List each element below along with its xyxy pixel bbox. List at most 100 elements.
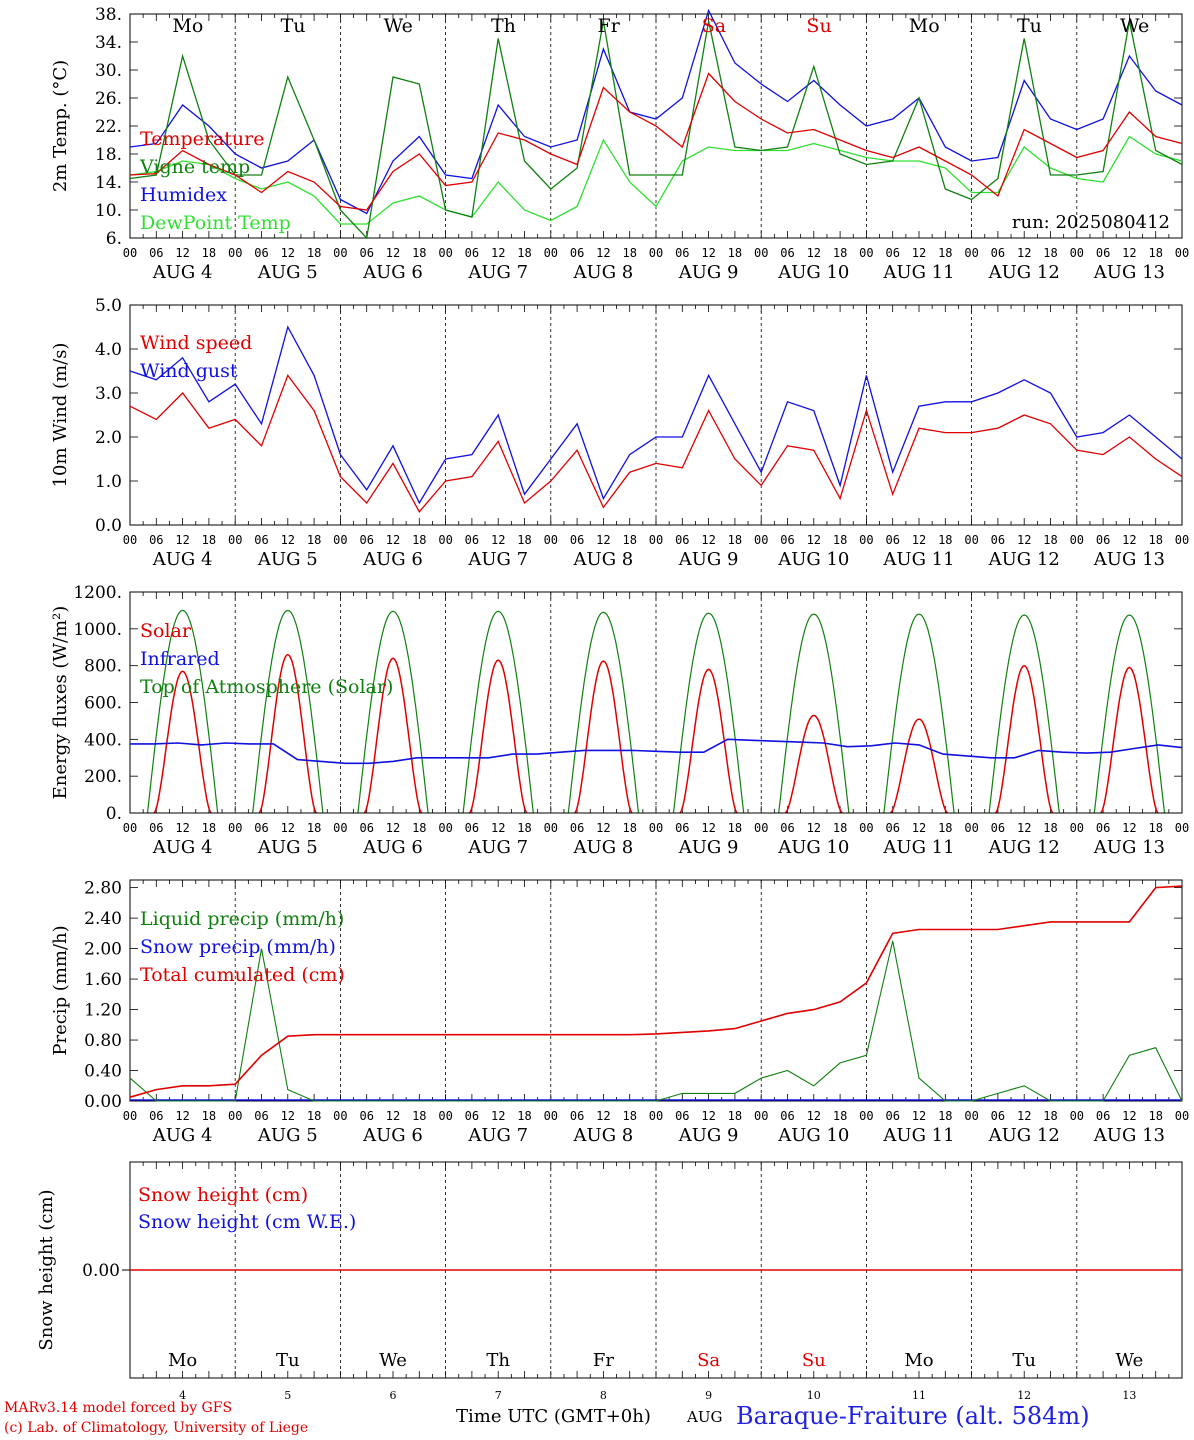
day-name-label: Fr: [593, 1350, 614, 1371]
date-label: AUG 7: [467, 262, 528, 283]
hour-tick-label: 06: [254, 246, 268, 260]
hour-tick-label: 18: [728, 533, 742, 547]
date-number-label: 11: [912, 1389, 926, 1402]
hour-tick-label: 12: [701, 246, 715, 260]
hour-tick-label: 00: [649, 1109, 663, 1123]
date-number-label: 13: [1122, 1389, 1136, 1402]
hour-tick-label: 18: [938, 246, 952, 260]
hour-tick-label: 12: [386, 1109, 400, 1123]
hour-tick-label: 12: [807, 821, 821, 835]
day-name-label: Tu: [1012, 1350, 1036, 1371]
day-name-label: Tu: [281, 15, 306, 37]
hour-tick-label: 00: [123, 246, 137, 260]
hour-tick-label: 00: [438, 246, 452, 260]
hour-tick-label: 06: [149, 1109, 163, 1123]
hour-tick-label: 12: [596, 533, 610, 547]
hour-tick-label: 00: [754, 1109, 768, 1123]
y-tick-label: 3.0: [95, 384, 122, 404]
hour-tick-label: 00: [1070, 821, 1084, 835]
date-label: AUG 12: [988, 549, 1060, 570]
day-name-label: Mo: [909, 15, 940, 37]
day-name-label: Tu: [276, 1350, 300, 1371]
hour-tick-label: 06: [359, 533, 373, 547]
series-infrared: [130, 738, 1183, 765]
hour-tick-label: 06: [1096, 1109, 1110, 1123]
date-label: AUG 8: [573, 549, 634, 570]
hour-tick-label: 12: [912, 1109, 926, 1123]
legend-entry: Vigne temp: [139, 156, 250, 178]
hour-tick-label: 06: [675, 246, 689, 260]
date-number-label: 8: [600, 1389, 607, 1402]
hour-tick-label: 18: [622, 246, 636, 260]
y-tick-label: 0.00: [82, 1261, 120, 1281]
date-label: AUG 13: [1093, 262, 1165, 283]
hour-tick-label: 12: [1017, 1109, 1031, 1123]
date-label: AUG 5: [257, 549, 318, 570]
date-label: AUG 4: [152, 262, 213, 283]
hour-tick-label: 18: [1043, 533, 1057, 547]
date-label: AUG 13: [1093, 549, 1165, 570]
hour-tick-label: 12: [596, 821, 610, 835]
hour-tick-label: 06: [991, 1109, 1005, 1123]
hour-tick-label: 06: [991, 533, 1005, 547]
day-name-label: Th: [491, 15, 516, 37]
hour-tick-label: 12: [386, 246, 400, 260]
time-axis-label: Time UTC (GMT+0h): [456, 1406, 651, 1427]
day-name-label: Sa: [697, 1350, 720, 1371]
hour-tick-label: 00: [544, 533, 558, 547]
day-name-label: We: [384, 15, 413, 37]
legend-entry: Humidex: [140, 184, 227, 206]
hour-tick-label: 18: [833, 821, 847, 835]
date-label: AUG 7: [467, 837, 528, 858]
hour-tick-label: 00: [1175, 821, 1189, 835]
date-number-label: 7: [495, 1389, 502, 1402]
hour-tick-label: 06: [885, 246, 899, 260]
hour-tick-label: 18: [1043, 821, 1057, 835]
y-axis-label: Energy fluxes (W/m²): [50, 606, 71, 800]
date-label: AUG 4: [152, 837, 213, 858]
series-dewpoint-temp: [129, 135, 1183, 225]
hour-tick-label: 06: [1096, 533, 1110, 547]
hour-tick-label: 00: [228, 246, 242, 260]
hour-tick-label: 06: [780, 1109, 794, 1123]
hour-tick-label: 00: [544, 1109, 558, 1123]
y-tick-label: 18.: [95, 145, 122, 165]
hour-tick-label: 06: [149, 821, 163, 835]
date-label: AUG 7: [467, 1125, 528, 1146]
hour-tick-label: 18: [517, 246, 531, 260]
legend-entry: Temperature: [140, 128, 264, 150]
date-label: AUG 9: [678, 1125, 739, 1146]
hour-tick-label: 18: [728, 1109, 742, 1123]
hour-tick-label: 18: [622, 821, 636, 835]
hour-tick-label: 06: [885, 821, 899, 835]
y-tick-label: 1.60: [84, 970, 122, 990]
hour-tick-label: 06: [465, 246, 479, 260]
y-tick-label: 26.: [95, 89, 122, 109]
hour-tick-label: 06: [991, 246, 1005, 260]
y-axis-label: 2m Temp. (°C): [50, 60, 71, 192]
date-label: AUG 5: [257, 837, 318, 858]
hour-tick-label: 12: [491, 1109, 505, 1123]
series-liquid-precip: [129, 940, 1183, 1102]
date-label: AUG 12: [988, 837, 1060, 858]
y-tick-label: 1.20: [84, 1001, 122, 1021]
hour-tick-label: 00: [649, 533, 663, 547]
hour-tick-label: 18: [1148, 533, 1162, 547]
hour-tick-label: 06: [359, 246, 373, 260]
date-label: AUG 7: [467, 549, 528, 570]
date-label: AUG 6: [362, 549, 423, 570]
hour-tick-label: 00: [964, 821, 978, 835]
hour-tick-label: 00: [438, 821, 452, 835]
hour-tick-label: 06: [1096, 246, 1110, 260]
model-credit: MARv3.14 model forced by GFS: [4, 1400, 233, 1416]
hour-tick-label: 18: [728, 246, 742, 260]
y-tick-label: 0.0: [95, 516, 122, 536]
station-title: Baraque-Fraiture (alt. 584m): [736, 1402, 1090, 1430]
day-name-label: Mo: [168, 1350, 197, 1371]
hour-tick-label: 06: [149, 246, 163, 260]
hour-tick-label: 06: [570, 1109, 584, 1123]
hour-tick-label: 00: [859, 246, 873, 260]
hour-tick-label: 18: [1043, 246, 1057, 260]
hour-tick-label: 06: [254, 1109, 268, 1123]
hour-tick-label: 18: [517, 821, 531, 835]
